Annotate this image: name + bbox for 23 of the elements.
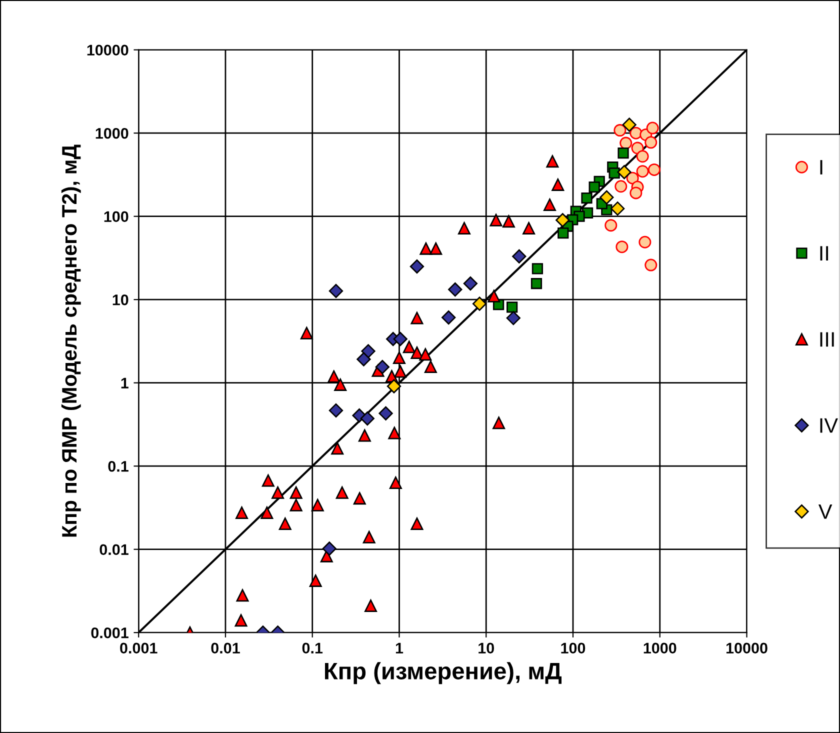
y-tick-label: 1 — [121, 378, 128, 388]
y-tick-label: 0.001 — [91, 627, 128, 638]
x-tick-label: 10 — [478, 642, 494, 654]
x-tick-label: 1000 — [644, 642, 676, 654]
legend-label: V — [818, 504, 832, 519]
x-axis-title: Кпр (измерение), мД — [325, 662, 562, 684]
x-tick-label: 10000 — [726, 642, 768, 654]
legend-label: II — [820, 246, 828, 261]
y-tick-label: 1000 — [96, 128, 128, 139]
y-tick-label: 10 — [112, 294, 128, 306]
y-axis-title: Кпр по ЯМР (Модель среднего Т2), мД — [61, 144, 81, 537]
y-tick-label: 10000 — [87, 44, 128, 56]
x-tick-label: 100 — [561, 642, 586, 654]
y-tick-label: 0.1 — [108, 460, 128, 472]
x-tick-label: 0.1 — [302, 642, 323, 654]
legend-label: IV — [820, 418, 838, 433]
legend-label: I — [820, 160, 822, 174]
x-tick-label: 0.01 — [211, 642, 240, 654]
y-tick-label: 0.01 — [100, 544, 128, 556]
x-tick-label: 0.001 — [120, 642, 158, 654]
legend-label: III — [820, 332, 834, 347]
x-tick-label: 1 — [396, 642, 404, 654]
y-tick-label: 100 — [104, 211, 128, 222]
